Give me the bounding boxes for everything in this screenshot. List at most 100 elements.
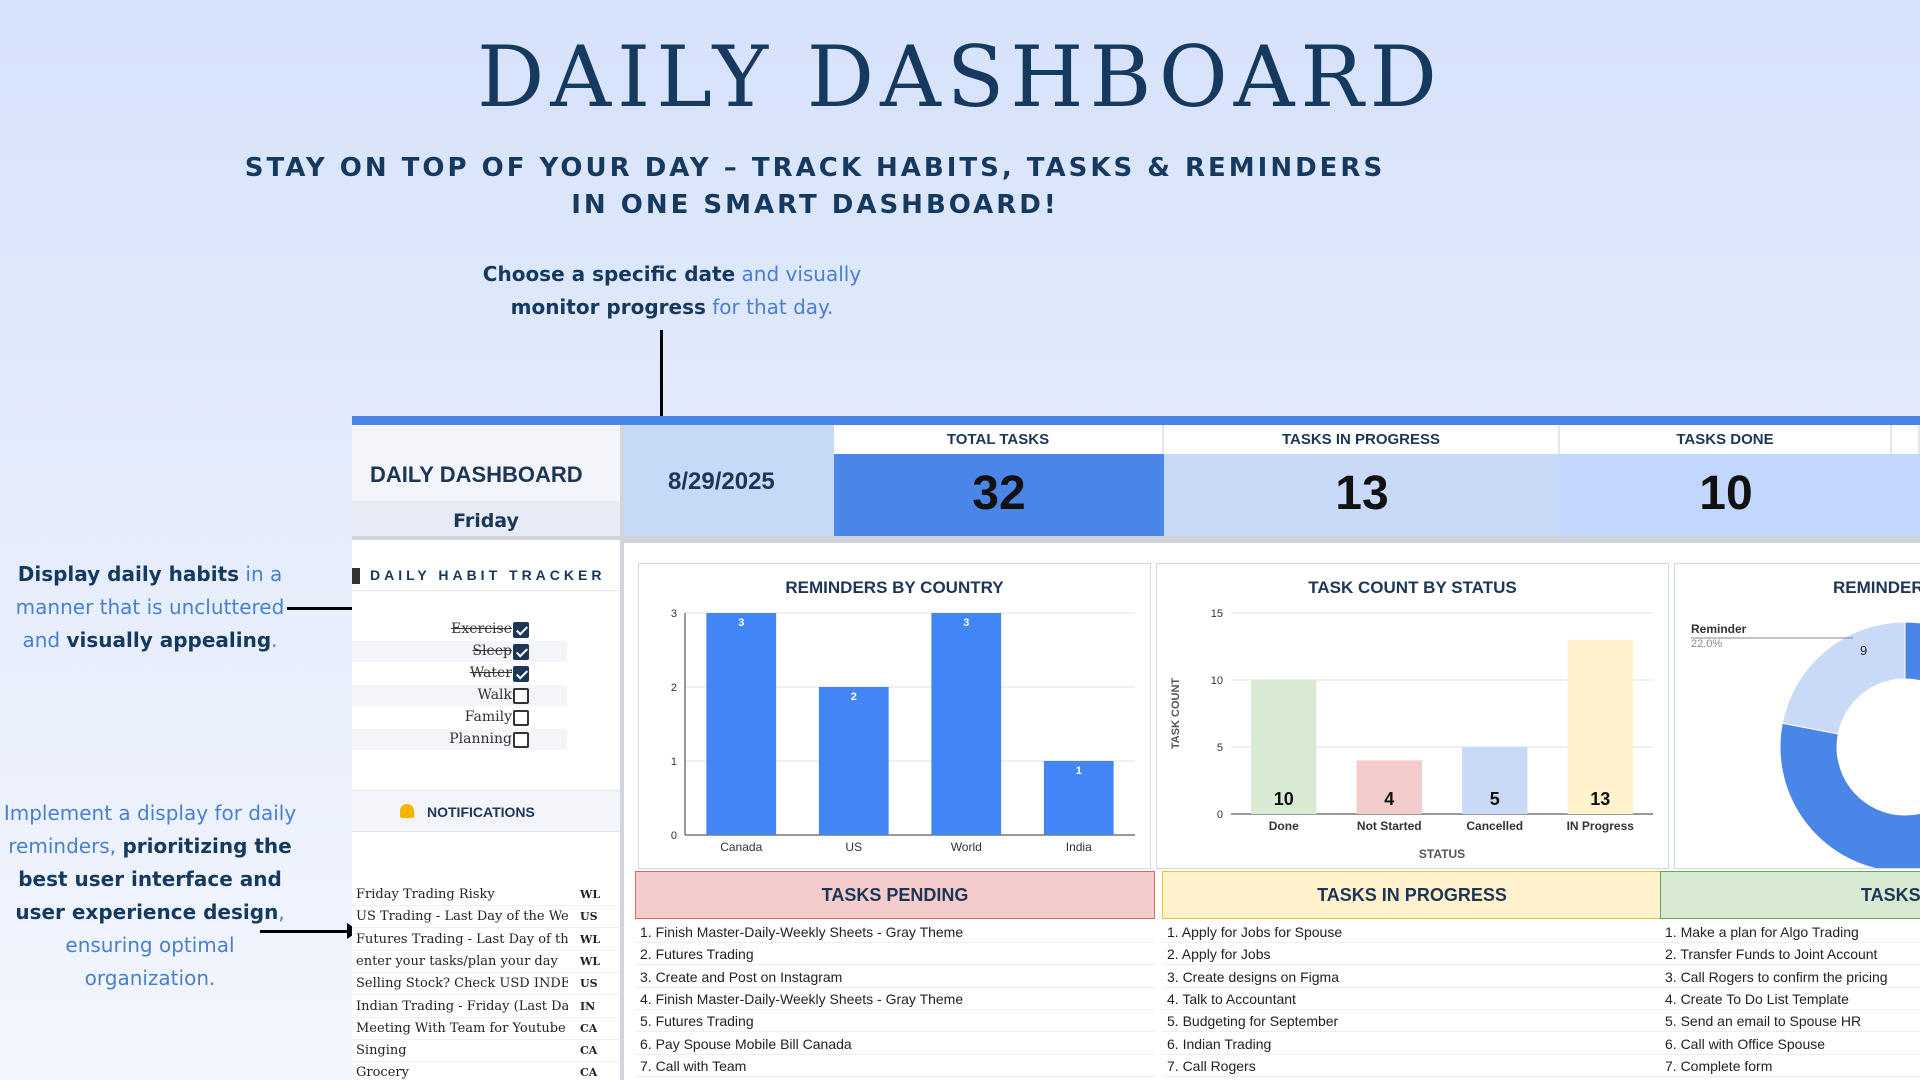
bell-icon (400, 804, 414, 818)
bar (706, 613, 777, 835)
task-item[interactable]: 7. Call with Team (635, 1055, 1155, 1077)
habit-tracker-title: DAILY HABIT TRACKER (370, 567, 606, 583)
annotation-date-text-1: and visually (735, 262, 862, 286)
notification-row: Futures Trading - Last Day of the Week WL (352, 929, 620, 951)
notification-row: US Trading - Last Day of the Week US (352, 906, 620, 929)
task-item[interactable]: 1. Finish Master-Daily-Weekly Sheets - G… (635, 921, 1155, 943)
task-item[interactable]: 6. Indian Trading (1162, 1033, 1662, 1055)
notification-text: Indian Trading - Friday (Last Day (356, 998, 568, 1014)
notifications-header: NOTIFICATIONS (352, 790, 620, 832)
x-tick-label: US (845, 840, 862, 854)
data-label: 5 (1490, 789, 1500, 809)
notification-text: Meeting With Team for Youtube A (356, 1020, 568, 1036)
bar-chart: 0 1 2 3 3 Canada 2 US 3 World 1 India (671, 608, 1135, 854)
task-item[interactable]: 3. Call Rogers to confirm the pricing (1660, 966, 1920, 988)
annotation-habits-bold-2: visually appealing (66, 628, 272, 652)
task-item[interactable]: 6. Pay Spouse Mobile Bill Canada (635, 1033, 1155, 1055)
habit-checkbox[interactable] (513, 688, 529, 704)
chart-title: TASK COUNT BY STATUS (1308, 578, 1517, 597)
task-item[interactable]: 2. Apply for Jobs (1162, 943, 1662, 966)
notification-text: Friday Trading Risky (356, 887, 495, 902)
notifications-title: NOTIFICATIONS (427, 804, 535, 820)
bar (1462, 747, 1528, 814)
task-item[interactable]: 4. Create To Do List Template (1660, 988, 1920, 1010)
donut-slice (1779, 621, 1920, 868)
task-item[interactable]: 4. Talk to Accountant (1162, 988, 1662, 1010)
task-item[interactable]: 5. Send an email to Spouse HR (1660, 1010, 1920, 1033)
annotation-date: Choose a specific date and visually moni… (480, 258, 864, 324)
x-tick-label: Canada (720, 840, 762, 854)
notification-row: Friday Trading Risky WL (352, 884, 620, 906)
data-label: 4 (1384, 789, 1394, 809)
annotation-date-bold-1: Choose a specific date (482, 262, 736, 286)
kpi-value: 10 (1560, 454, 1892, 536)
task-item[interactable]: 1. Make a plan for Algo Trading (1660, 921, 1920, 943)
y-tick-label: 1 (671, 756, 677, 768)
task-column-header: TASKS IN PROGRESS (1162, 871, 1662, 919)
habit-label: Walk (477, 687, 512, 703)
kpi-label: TASKS IN PROGRESS (1164, 425, 1560, 454)
notification-text: Singing (356, 1043, 407, 1059)
task-item[interactable]: 5. Futures Trading (635, 1010, 1155, 1033)
habit-checkbox[interactable] (513, 710, 529, 726)
habit-checkbox[interactable] (513, 622, 529, 638)
habit-checkbox[interactable] (513, 732, 529, 748)
kpi-value (1892, 454, 1920, 536)
subtitle-line-2: IN ONE SMART DASHBOARD! (571, 190, 1059, 220)
data-label: 13 (1590, 789, 1610, 809)
notification-row: Grocery CA (352, 1062, 620, 1080)
date-selector[interactable]: 8/29/2025 (624, 425, 844, 536)
task-item[interactable]: 7. Call Rogers (1162, 1055, 1662, 1077)
task-item[interactable]: 2. Futures Trading (635, 943, 1155, 966)
dashboard-sheet: DAILY DASHBOARD Friday DAILY HABIT TRACK… (352, 416, 1920, 1080)
x-tick-label: India (1066, 840, 1092, 854)
habit-tracker-header: DAILY HABIT TRACKER (352, 555, 620, 591)
task-item[interactable]: 7. Complete form (1660, 1055, 1920, 1077)
donut-slice (1781, 621, 1906, 735)
x-tick-label: Not Started (1357, 819, 1422, 833)
y-axis-label: TASK COUNT (1170, 678, 1182, 750)
task-item[interactable]: 2. Transfer Funds to Joint Account (1660, 943, 1920, 966)
task-item[interactable]: 5. Budgeting for September (1162, 1010, 1662, 1033)
annotation-reminders-text-2: , ensuring optimal organization. (65, 900, 285, 990)
notification-text: Grocery (356, 1065, 409, 1080)
habit-label: Water (469, 665, 512, 681)
habit-label: Sleep (472, 643, 512, 659)
habit-row: Exercise (352, 619, 567, 640)
kpi-card-partial (1892, 425, 1920, 536)
bar (1251, 680, 1317, 814)
kpi-card: TASKS DONE 10 (1560, 425, 1892, 536)
task-item[interactable]: 4. Finish Master-Daily-Weekly Sheets - G… (635, 988, 1155, 1010)
dashboard-top-bar (352, 416, 1920, 425)
task-item[interactable]: 3. Create designs on Figma (1162, 966, 1662, 988)
habit-checkbox[interactable] (513, 666, 529, 682)
notification-code: WL (580, 888, 601, 901)
chart-task-count-by-status: TASK COUNT BY STATUS 0 5 10 15 10 Done 4 Not St… (1156, 563, 1669, 869)
kpi-label (1892, 425, 1920, 454)
notification-text: Selling Stock? Check USD INDEX (356, 976, 568, 992)
notification-row: Indian Trading - Friday (Last Day IN (352, 996, 620, 1018)
annotation-reminders: Implement a display for daily reminders,… (0, 797, 300, 995)
bar (1567, 639, 1633, 814)
notification-row: Selling Stock? Check USD INDEX US (352, 973, 620, 996)
chart-reminders-by-country: REMINDERS BY COUNTRY 0 1 2 3 3 Canada 2 US 3 Worl… (638, 563, 1151, 869)
data-label: 10 (1274, 789, 1294, 809)
data-label: 1 (1076, 765, 1082, 777)
task-item[interactable]: 3. Create and Post on Instagram (635, 966, 1155, 988)
habit-label: Family (464, 709, 512, 725)
task-item[interactable]: 6. Call with Office Spouse (1660, 1033, 1920, 1055)
donut-chart: Reminder 22.0% 9 (1691, 621, 1920, 868)
y-tick-label: 10 (1211, 675, 1223, 687)
task-item[interactable]: 1. Apply for Jobs for Spouse (1162, 921, 1662, 943)
chart-reminder-donut: REMINDER Reminder 22.0% 9 (1674, 563, 1920, 869)
habit-row: Family (352, 707, 567, 728)
habit-checkbox[interactable] (513, 644, 529, 660)
notification-code: WL (580, 954, 601, 968)
bar (931, 613, 1002, 835)
annotation-reminders-bold-1: prioritizing the best user interface and… (15, 834, 292, 924)
notification-code: CA (580, 1044, 598, 1058)
notification-code: CA (580, 1021, 598, 1035)
slice-label: Reminder (1691, 622, 1747, 636)
annotation-habits-bold-1: Display daily habits (17, 562, 240, 586)
annotation-date-text-2: for that day. (705, 295, 834, 319)
